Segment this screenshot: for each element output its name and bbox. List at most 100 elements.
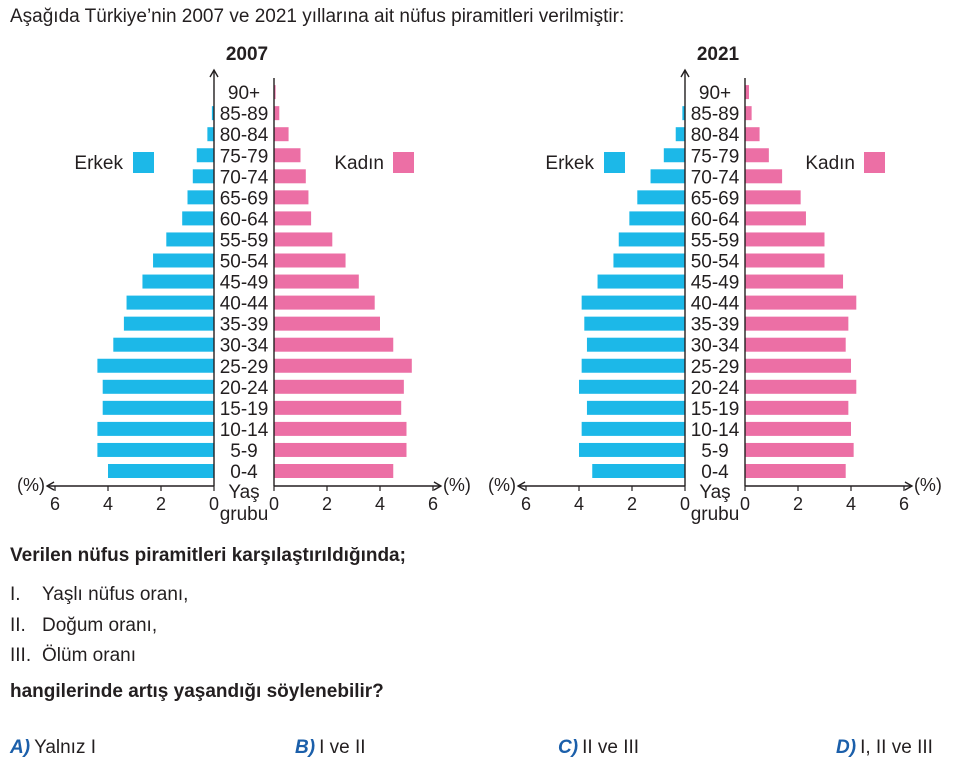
bar-male-65-69 — [187, 190, 214, 205]
x-tick-label: 0 — [269, 494, 279, 514]
legend-label-female: Kadın — [805, 153, 855, 174]
statement-number: I. — [10, 584, 21, 605]
option-b[interactable]: B) I ve II — [295, 737, 366, 759]
y-axis-label: Yaş — [699, 482, 730, 503]
bar-female-55-59 — [745, 232, 825, 247]
bar-male-45-49 — [142, 274, 214, 289]
bar-female-60-64 — [274, 211, 312, 226]
bar-male-75-79 — [663, 148, 685, 163]
y-axis-label: grubu — [220, 504, 269, 525]
age-label-20-24: 20-24 — [691, 378, 740, 399]
x-tick-label: 2 — [322, 494, 332, 514]
age-label-15-19: 15-19 — [220, 399, 269, 420]
bar-male-80-84 — [207, 127, 214, 142]
bar-female-75-79 — [274, 148, 301, 163]
bar-female-15-19 — [274, 400, 402, 415]
chart-title: 2007 — [226, 44, 268, 65]
x-tick-label: 6 — [428, 494, 438, 514]
age-label-40-44: 40-44 — [691, 294, 740, 315]
age-label-65-69: 65-69 — [691, 188, 740, 209]
option-letter: C) — [558, 737, 579, 758]
bar-male-65-69 — [637, 190, 685, 205]
bar-female-20-24 — [274, 379, 404, 394]
bar-male-30-34 — [113, 337, 214, 352]
age-label-0-4: 0-4 — [701, 462, 729, 483]
statement-2: II. Doğum oranı, — [10, 615, 157, 637]
axis-arrow — [516, 481, 526, 491]
statement-3: III. Ölüm oranı — [10, 645, 136, 667]
option-letter: A) — [10, 737, 31, 758]
bar-female-5-9 — [745, 442, 854, 457]
option-c[interactable]: C) II ve III — [558, 737, 639, 759]
bar-male-10-14 — [97, 421, 214, 436]
bar-female-45-49 — [274, 274, 359, 289]
population-pyramids: 0-45-910-1415-1920-2425-2930-3435-3940-4… — [17, 44, 942, 525]
bar-female-65-69 — [745, 190, 801, 205]
statement-text: Doğum oranı, — [42, 615, 158, 636]
bar-female-40-44 — [274, 295, 375, 310]
legend-swatch-female — [393, 152, 414, 173]
legend-label-male: Erkek — [545, 153, 594, 174]
bar-male-0-4 — [592, 464, 685, 478]
x-tick-label: 4 — [103, 494, 113, 514]
bar-male-60-64 — [629, 211, 685, 226]
option-text: I, II ve III — [860, 737, 933, 758]
bar-male-35-39 — [123, 316, 214, 331]
bar-male-45-49 — [597, 274, 685, 289]
bar-female-40-44 — [745, 295, 857, 310]
bar-female-85-89 — [745, 106, 752, 121]
bar-male-85-89 — [211, 106, 214, 121]
age-label-5-9: 5-9 — [701, 441, 728, 462]
age-label-80-84: 80-84 — [220, 125, 269, 146]
axis-arrow — [433, 481, 443, 491]
age-label-75-79: 75-79 — [691, 146, 740, 167]
bar-male-70-74 — [650, 169, 685, 184]
age-label-35-39: 35-39 — [691, 315, 740, 336]
statement-text: Yaşlı nüfus oranı, — [42, 584, 189, 605]
legend-swatch-female — [864, 152, 885, 173]
bar-male-5-9 — [97, 442, 214, 457]
bar-male-20-24 — [102, 379, 214, 394]
age-label-35-39: 35-39 — [220, 315, 269, 336]
bar-male-35-39 — [584, 316, 685, 331]
bar-male-0-4 — [108, 464, 214, 478]
bar-female-65-69 — [274, 190, 309, 205]
x-tick-label: 0 — [740, 494, 750, 514]
x-tick-label: 6 — [899, 494, 909, 514]
x-tick-label: 0 — [209, 494, 219, 514]
bar-male-30-34 — [586, 337, 685, 352]
option-d[interactable]: D) I, II ve III — [836, 737, 933, 759]
bar-male-5-9 — [579, 442, 685, 457]
bar-female-25-29 — [745, 358, 851, 373]
ask-text: hangilerinde artış yaşandığı söylenebili… — [10, 681, 384, 702]
axis-arrow — [45, 481, 55, 491]
bar-female-90+ — [274, 85, 276, 100]
bar-male-10-14 — [581, 421, 685, 436]
x-tick-label: 6 — [521, 494, 531, 514]
statement-text: Ölüm oranı — [42, 645, 136, 666]
age-label-30-34: 30-34 — [691, 336, 740, 357]
question-text: Verilen nüfus piramitleri karşılaştırıld… — [10, 545, 406, 566]
bar-male-15-19 — [586, 400, 685, 415]
bar-female-5-9 — [274, 442, 407, 457]
legend-label-female: Kadın — [334, 153, 384, 174]
legend-swatch-male — [133, 152, 154, 173]
bar-female-35-39 — [745, 316, 849, 331]
bar-male-70-74 — [192, 169, 214, 184]
axis-arrow — [209, 68, 219, 78]
age-label-10-14: 10-14 — [220, 420, 269, 441]
age-label-15-19: 15-19 — [691, 399, 740, 420]
age-label-80-84: 80-84 — [691, 125, 740, 146]
bar-male-50-54 — [153, 253, 214, 268]
option-text: I ve II — [319, 737, 366, 758]
bar-female-35-39 — [274, 316, 380, 331]
age-label-55-59: 55-59 — [220, 230, 269, 251]
option-a[interactable]: A) Yalnız I — [10, 737, 96, 759]
bar-male-50-54 — [613, 253, 685, 268]
bar-female-20-24 — [745, 379, 857, 394]
bar-male-15-19 — [102, 400, 214, 415]
axis-arrow — [680, 68, 690, 78]
age-label-75-79: 75-79 — [220, 146, 269, 167]
bar-male-55-59 — [618, 232, 685, 247]
age-label-0-4: 0-4 — [230, 462, 258, 483]
